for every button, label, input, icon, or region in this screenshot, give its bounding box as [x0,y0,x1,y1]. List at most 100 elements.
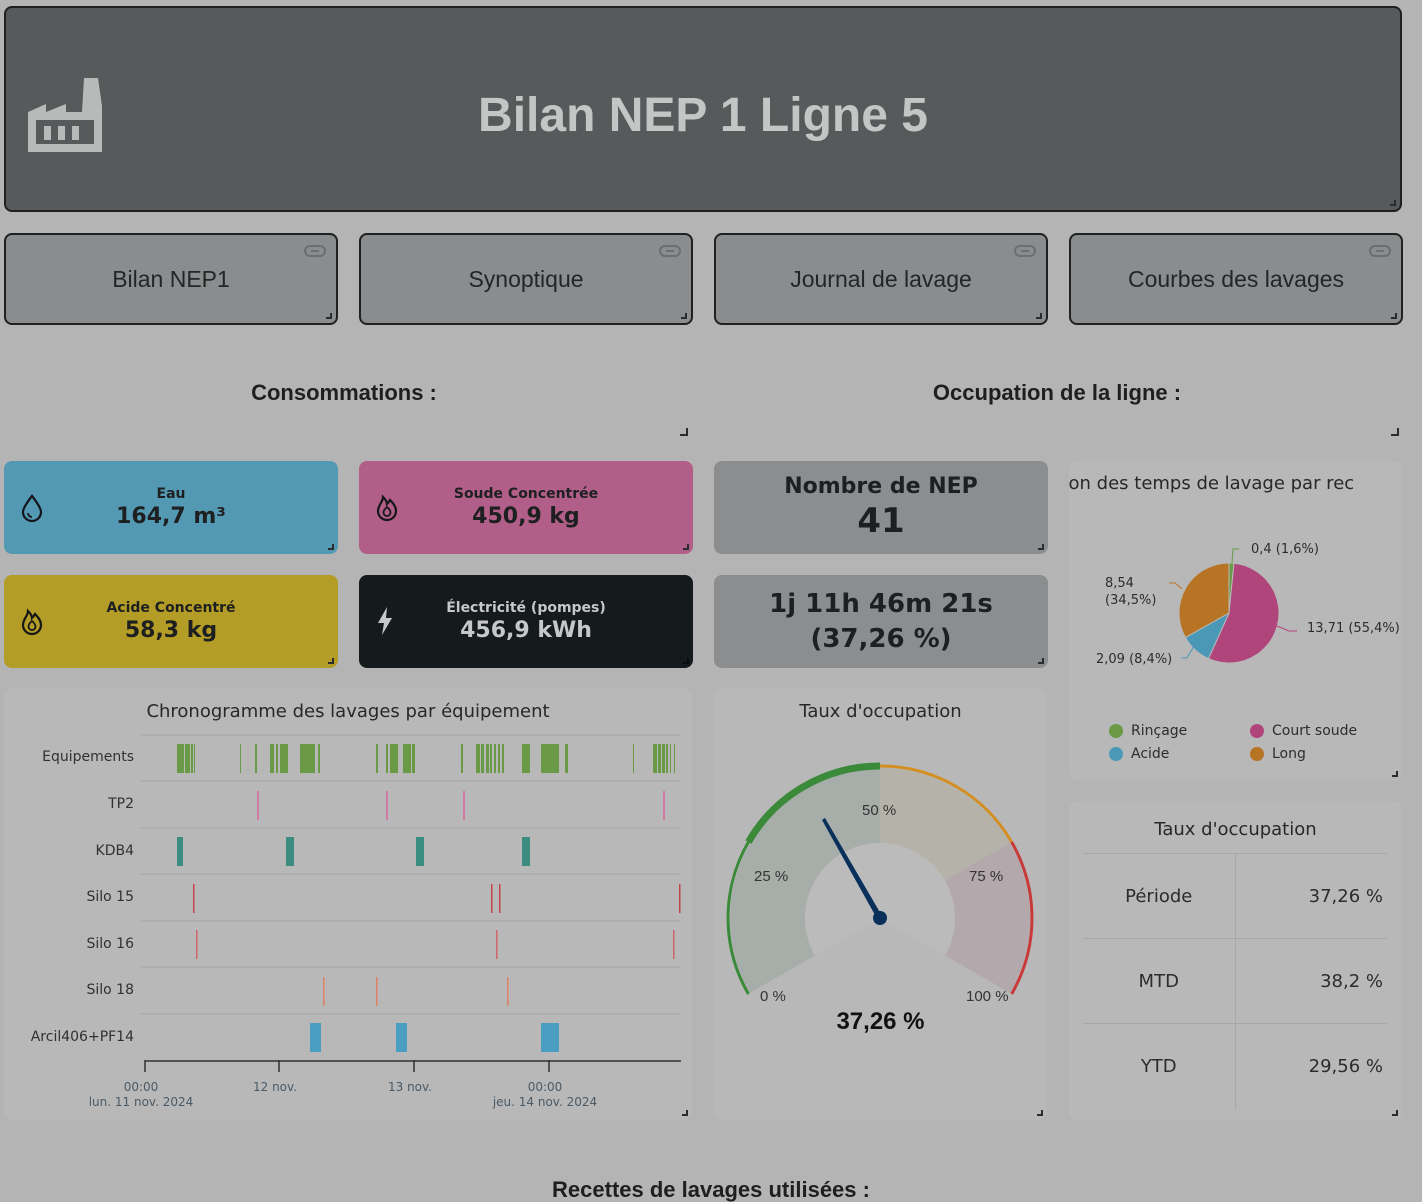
pie-label-acide: 2,09 (8,4%) [1096,652,1173,667]
link-icon [1369,245,1391,257]
x-tick-line2: lun. 11 nov. 2024 [88,1095,194,1109]
x-tick: 12 nov. [195,1080,355,1095]
kpi-acide: Acide Concentré 58,3 kg [4,575,338,668]
timeline-row-label: TP2 [108,796,134,812]
kpi-soude: Soude Concentrée 450,9 kg [359,461,693,554]
nep-count-value: 41 [857,501,905,541]
nep-count-card: Nombre de NEP 41 [714,461,1048,554]
timeline-row-label: Arcil406+PF14 [30,1029,134,1045]
gauge-tick-100: 100 % [966,988,1009,1005]
timeline-chart[interactable] [141,733,681,1063]
gauge-card: Taux d'occupation 25 % 50 % 75 % 0 % 100… [714,688,1047,1120]
link-icon [1014,245,1036,257]
table-row: YTD 29,56 % [1083,1023,1387,1109]
row-key: YTD [1083,1023,1236,1109]
x-tick-line1: 00:00 [123,1080,159,1094]
kpi-label: Eau [156,486,186,502]
gauge-tick-50: 50 % [862,802,897,819]
kpi-electricite: Électricité (pompes) 456,9 kWh [359,575,693,668]
timeline-card: Chronogramme des lavages par équipement … [4,688,692,1120]
legend-acide[interactable]: Acide [1109,746,1169,762]
occupation-table: Période 37,26 % MTD 38,2 % YTD 29,56 % [1083,853,1387,1109]
gauge-chart [726,762,1034,1008]
x-tick-line2: jeu. 14 nov. 2024 [492,1095,598,1109]
pie-label-court-soude: 13,71 (55,4%) [1307,621,1400,636]
consommations-title: Consommations : [251,380,437,405]
x-tick: 00:00 lun. 11 nov. 2024 [61,1080,221,1110]
timeline-axis [144,1060,550,1072]
kpi-value: 58,3 kg [124,618,218,643]
legend-dot [1250,747,1264,761]
recettes-title: Recettes de lavages utilisées : [552,1177,870,1202]
occupation-table-title: Taux d'occupation [1154,819,1317,840]
x-tick-line1: 13 nov. [387,1080,432,1094]
timeline-row-label: Silo 16 [86,936,135,952]
gauge-tick-25: 25 % [754,868,789,885]
pie-label-long-percent: (34,5%) [1105,593,1157,608]
occupation-title: Occupation de la ligne : [932,380,1182,405]
timeline-row-label: Silo 18 [86,982,135,998]
timeline-title: Chronogramme des lavages par équipement [146,701,550,722]
factory-icon [28,78,102,152]
gauge-tick-0: 0 % [760,988,786,1005]
pie-label-long-value: 8,54 [1105,576,1134,591]
legend-court-soude[interactable]: Court soude [1250,723,1357,739]
nav-label: Bilan NEP1 [112,265,230,292]
gauge-tick-75: 75 % [969,868,1004,885]
link-icon [659,245,681,257]
pie-label-rincage: 0,4 (1,6%) [1251,542,1319,557]
nav-label: Journal de lavage [790,265,972,292]
x-tick-line1: 12 nov. [252,1080,297,1094]
page-header: Bilan NEP 1 Ligne 5 [4,6,1402,212]
row-key: Période [1083,853,1236,939]
timeline-row-label: Equipements [42,749,134,765]
nav-courbes-button[interactable]: Courbes des lavages [1069,233,1403,325]
flame-icon [376,494,398,522]
nav-journal-button[interactable]: Journal de lavage [714,233,1048,325]
pie-card: rtition des temps de lavage par rec 0,4 … [1069,461,1402,781]
kpi-eau: Eau 164,7 m³ [4,461,338,554]
kpi-value: 456,9 kWh [460,618,592,643]
lightning-icon [378,607,392,635]
legend-dot [1250,724,1264,738]
timeline-row-label: Silo 15 [86,889,135,905]
pie-chart[interactable] [1069,521,1402,691]
table-row: MTD 38,2 % [1083,938,1387,1024]
legend-dot [1109,724,1123,738]
nav-bilan-nep1-button[interactable]: Bilan NEP1 [4,233,338,325]
flame-icon [21,608,43,636]
page-title: Bilan NEP 1 Ligne 5 [478,89,928,142]
x-tick-line1: 00:00 [527,1080,563,1094]
row-value: 38,2 % [1235,938,1387,1024]
legend-label: Court soude [1272,723,1358,739]
legend-label: Acide [1131,746,1170,762]
legend-rincage[interactable]: Rinçage [1109,723,1187,739]
legend-label: Rinçage [1131,723,1188,739]
nep-count-label: Nombre de NEP [784,474,978,499]
kpi-label: Acide Concentré [106,600,236,616]
duration-percent: (37,26 %) [810,623,952,654]
link-icon [304,245,326,257]
row-value: 29,56 % [1235,1023,1387,1109]
duration-value: 1j 11h 46m 21s [769,588,993,619]
x-tick: 00:00 jeu. 14 nov. 2024 [465,1080,625,1110]
row-key: MTD [1083,938,1236,1024]
legend-dot [1109,747,1123,761]
gauge-title: Taux d'occupation [799,701,962,722]
water-drop-icon [21,494,43,522]
table-row: Période 37,26 % [1083,853,1387,939]
duration-card: 1j 11h 46m 21s (37,26 %) [714,575,1048,668]
x-tick: 13 nov. [330,1080,490,1095]
gauge-value: 37,26 % [836,1008,925,1035]
row-value: 37,26 % [1235,853,1387,939]
nav-synoptique-button[interactable]: Synoptique [359,233,693,325]
nav-label: Synoptique [468,265,584,292]
kpi-label: Soude Concentrée [453,486,599,502]
kpi-label: Électricité (pompes) [446,600,606,616]
occupation-table-card: Taux d'occupation Période 37,26 % MTD 38,2… [1069,801,1402,1120]
nav-label: Courbes des lavages [1127,265,1345,292]
legend-label: Long [1272,746,1306,762]
timeline-row-label: KDB4 [95,843,134,859]
pie-title: rtition des temps de lavage par rec [1069,473,1355,494]
legend-long[interactable]: Long [1250,746,1306,762]
